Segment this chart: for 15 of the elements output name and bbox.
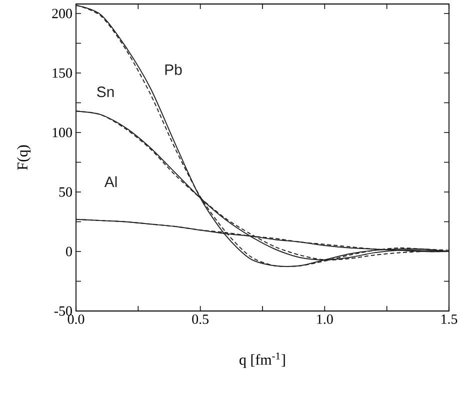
y-tick-label: -50	[54, 306, 72, 316]
text: Al	[104, 176, 117, 188]
x-tick-label: 0.5	[192, 314, 209, 324]
x-axis-title: q [fm$^{-1}$]	[240, 352, 285, 368]
x-tick-label: 1.0	[317, 314, 333, 324]
y-axis-title: F(q)	[17, 145, 31, 170]
y-tick-label: 200	[52, 8, 72, 18]
y-tick-label: 150	[52, 68, 72, 78]
x-tick-label: 0.0	[68, 314, 84, 324]
y-tick-label: 0	[66, 246, 72, 256]
y-tick-label: 100	[52, 128, 72, 138]
x-tick-label: 1.5	[442, 314, 458, 324]
series-label: Pb	[165, 64, 182, 75]
y-tick-label: 50	[59, 187, 72, 197]
series-label: Sn	[97, 86, 114, 98]
